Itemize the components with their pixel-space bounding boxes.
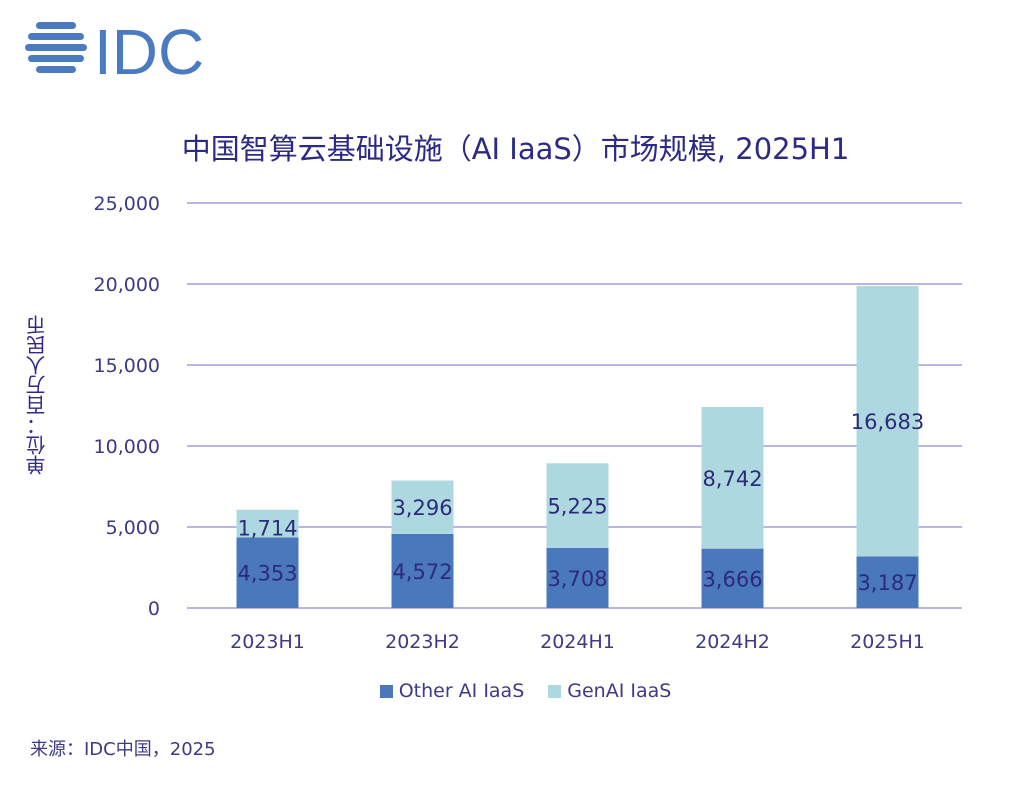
idc-logo: IDC bbox=[25, 16, 204, 84]
legend-swatch-other-ai-iaas bbox=[379, 684, 393, 698]
data-label: 4,572 bbox=[392, 560, 452, 584]
bar-segment bbox=[546, 547, 609, 608]
bar-segment bbox=[856, 556, 919, 608]
chart-title: 中国智算云基础设施（AI IaaS）市场规模, 2025H1 bbox=[181, 132, 850, 166]
data-label: 5,225 bbox=[547, 495, 607, 519]
source-note: 来源：IDC中国，2025 bbox=[30, 739, 216, 760]
bar-segment bbox=[701, 406, 764, 549]
data-label: 1,714 bbox=[237, 516, 297, 540]
y-tick-label: 20,000 bbox=[94, 274, 160, 296]
bar-segment bbox=[236, 509, 299, 538]
bar-segment bbox=[236, 537, 299, 608]
y-tick-label: 0 bbox=[148, 598, 160, 620]
bar-segment bbox=[546, 463, 609, 548]
y-tick-label: 10,000 bbox=[94, 436, 160, 458]
data-label: 8,742 bbox=[702, 467, 762, 491]
y-tick-label: 5,000 bbox=[106, 517, 160, 539]
x-tick-label: 2023H2 bbox=[385, 631, 460, 653]
legend-item-other-ai-iaas: Other AI IaaS bbox=[379, 680, 525, 702]
legend-label: GenAI IaaS bbox=[567, 680, 672, 702]
bar-segment bbox=[391, 533, 454, 608]
legend: Other AI IaaS GenAI IaaS bbox=[0, 680, 1031, 702]
x-tick-label: 2024H1 bbox=[540, 631, 615, 653]
bar-segment bbox=[391, 480, 454, 534]
legend-swatch-genai-iaas bbox=[548, 684, 562, 698]
svg-text:IDC: IDC bbox=[94, 16, 204, 84]
data-label: 3,187 bbox=[857, 571, 917, 595]
data-label: 3,708 bbox=[547, 567, 607, 591]
y-tick-label: 15,000 bbox=[94, 355, 160, 377]
legend-item-genai-iaas: GenAI IaaS bbox=[548, 680, 671, 702]
data-label: 16,683 bbox=[851, 410, 924, 434]
legend-label: Other AI IaaS bbox=[398, 680, 525, 702]
bar-segment bbox=[856, 286, 919, 557]
y-tick-label: 25,000 bbox=[94, 193, 160, 215]
x-tick-label: 2023H1 bbox=[230, 631, 305, 653]
data-label: 3,296 bbox=[392, 496, 452, 520]
data-label: 3,666 bbox=[702, 567, 762, 591]
bar-segment bbox=[701, 548, 764, 608]
data-label: 4,353 bbox=[237, 562, 297, 586]
x-tick-label: 2025H1 bbox=[850, 631, 925, 653]
x-tick-label: 2024H2 bbox=[695, 631, 770, 653]
